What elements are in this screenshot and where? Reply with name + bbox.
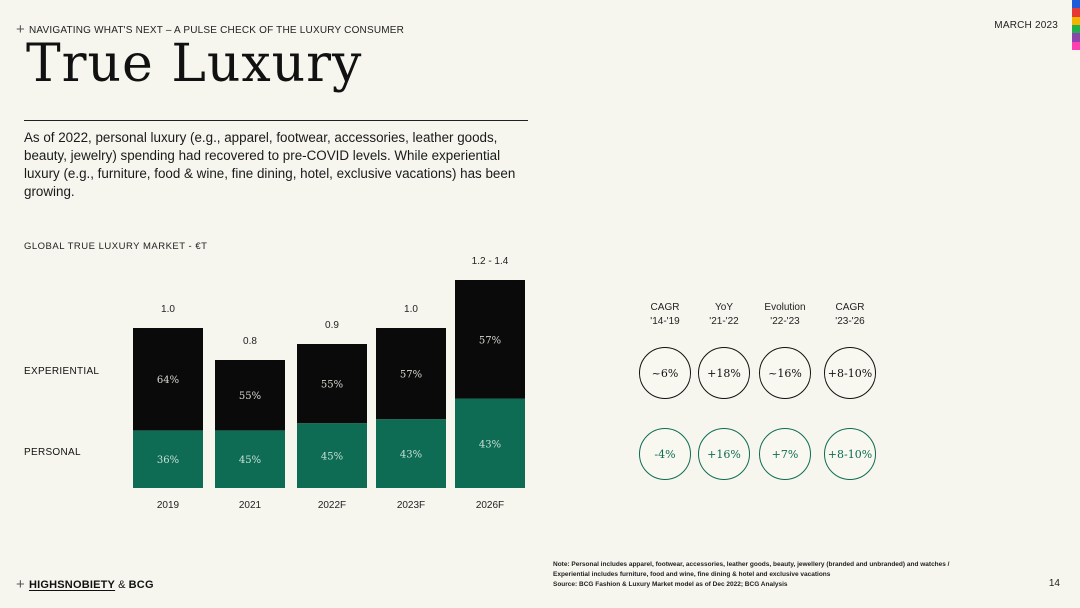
footnotes: Note: Personal includes apparel, footwea… (553, 560, 950, 590)
bar-segment-personal (376, 419, 446, 488)
metric-header-line2: '22-'23 (770, 316, 800, 327)
color-strip-swatch (1072, 33, 1080, 42)
title-divider (24, 120, 528, 121)
metric-circle-experiential: ~16% (759, 347, 811, 399)
footnote-line: Experiential includes furniture, food an… (553, 571, 831, 578)
x-tick-label: 2023F (397, 500, 425, 511)
footnote-line: Note: Personal includes apparel, footwea… (553, 561, 950, 568)
color-strip-swatch (1072, 16, 1080, 25)
metric-header-line1: CAGR (650, 302, 680, 313)
x-tick-label: 2019 (157, 500, 180, 511)
chart-title: GLOBAL TRUE LUXURY MARKET - €T (24, 241, 208, 252)
bar-segment-personal (297, 423, 367, 488)
page-title: True Luxury (26, 34, 363, 94)
bar-total-label: 0.8 (243, 336, 257, 347)
bar-label-personal: 43% (400, 450, 422, 461)
metric-header-line1: Evolution (764, 302, 806, 313)
metric-circle-experiential: +8-10% (824, 347, 876, 399)
bar-label-experiential: 64% (157, 375, 179, 386)
bar-segment-experiential (376, 328, 446, 420)
metric-header-line1: YoY (715, 302, 733, 313)
row-label-experiential: EXPERIENTIAL (24, 366, 100, 377)
metric-circle-experiential: ~6% (639, 347, 691, 399)
bar-segment-experiential (215, 360, 285, 431)
color-strip-swatch (1072, 0, 1080, 9)
bar-segment-experiential (133, 328, 203, 431)
color-strip-swatch (1072, 41, 1080, 50)
footer-amp: & (118, 579, 126, 591)
bar-segment-experiential (297, 344, 367, 424)
footnote-line: Source: BCG Fashion & Luxury Market mode… (553, 581, 788, 588)
x-tick-label: 2026F (476, 500, 504, 511)
bar-total-label: 0.9 (325, 320, 339, 331)
metric-circle-experiential: +18% (698, 347, 750, 399)
bar-label-personal: 36% (157, 455, 179, 466)
bcg-logo: BCG (128, 579, 154, 591)
bar-label-personal: 45% (321, 452, 343, 463)
metric-circle-personal: +16% (698, 428, 750, 480)
bar-label-personal: 43% (479, 439, 501, 450)
metric-circle-personal: +8-10% (824, 428, 876, 480)
bar-total-label: 1.2 - 1.4 (472, 256, 509, 267)
row-label-personal: PERSONAL (24, 447, 81, 458)
bar-total-label: 1.0 (161, 304, 175, 315)
x-tick-label: 2021 (239, 500, 262, 511)
stacked-bar-chart: 64% 36% 1.0 2019 55% 45% 0.8 2021 55% 45% 0.9 2022F… (133, 256, 525, 511)
metric-header: CAGR '23-'26 (810, 301, 890, 329)
bar-segment-personal (133, 430, 203, 488)
bar-label-experiential: 57% (479, 335, 501, 346)
bar-segment-personal (455, 398, 525, 488)
color-strip-swatch (1072, 24, 1080, 34)
metric-header-line2: '21-'22 (709, 316, 739, 327)
metric-header-line2: '14-'19 (650, 316, 680, 327)
color-strip (1072, 0, 1080, 50)
metric-header-line2: '23-'26 (835, 316, 865, 327)
plus-icon: + (16, 576, 25, 593)
bar-label-experiential: 55% (321, 380, 343, 391)
page-number: 14 (1048, 578, 1060, 589)
header-date: MARCH 2023 (994, 20, 1058, 31)
metric-circle-personal: -4% (639, 428, 691, 480)
metric-circle-personal: +7% (759, 428, 811, 480)
header-left-text: NAVIGATING WHAT'S NEXT – A PULSE CHECK O… (28, 25, 405, 36)
bar-label-experiential: 55% (239, 391, 261, 402)
bar-total-label: 1.0 (404, 304, 418, 315)
footer-logo: + HIGHSNOBIETY & BCG (16, 575, 154, 593)
plus-icon: + (16, 21, 25, 38)
bar-label-experiential: 57% (400, 370, 422, 381)
metric-header: Evolution '22-'23 (745, 301, 825, 329)
metric-header: YoY '21-'22 (684, 301, 764, 329)
highsnobiety-logo: HIGHSNOBIETY (28, 579, 116, 591)
bar-label-personal: 45% (239, 455, 261, 466)
bar-segment-experiential (455, 280, 525, 399)
color-strip-swatch (1072, 8, 1080, 17)
header-title: + NAVIGATING WHAT'S NEXT – A PULSE CHECK … (16, 20, 405, 38)
x-tick-label: 2022F (318, 500, 346, 511)
metric-header-line1: CAGR (835, 302, 865, 313)
bar-segment-personal (215, 430, 285, 488)
intro-text: As of 2022, personal luxury (e.g., appar… (24, 130, 516, 199)
metric-header: CAGR '14-'19 (625, 301, 705, 329)
